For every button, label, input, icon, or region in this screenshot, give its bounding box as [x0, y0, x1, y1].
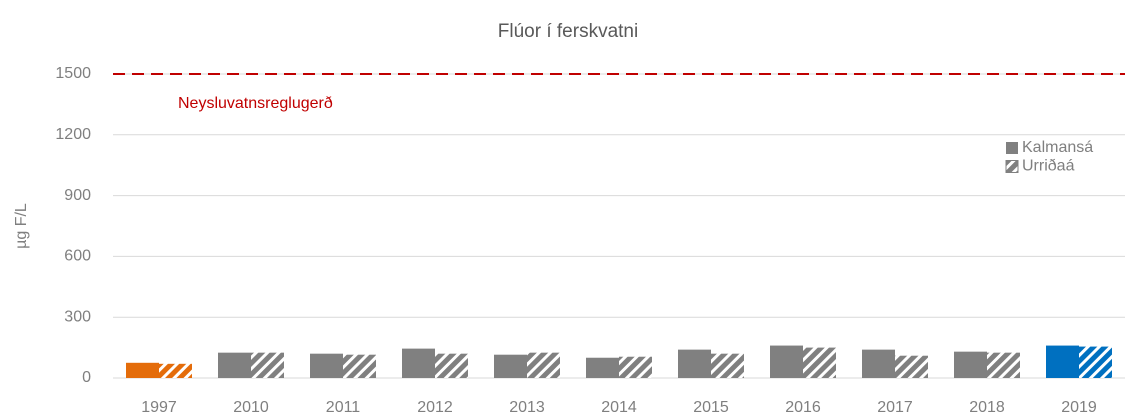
bar [770, 345, 803, 378]
y-tick-label: 0 [82, 369, 91, 386]
bar [586, 357, 619, 378]
bar [803, 347, 836, 378]
bar [987, 352, 1020, 378]
bar [343, 354, 376, 378]
chart-title: Flúor í ferskvatni [498, 21, 638, 42]
y-tick-label: 600 [64, 248, 91, 265]
bar [402, 348, 435, 378]
x-tick-label: 2019 [1061, 399, 1097, 416]
x-tick-label: 2018 [969, 399, 1005, 416]
bar [435, 353, 468, 378]
x-tick-label: 2011 [326, 399, 361, 416]
bar [527, 352, 560, 378]
bar [1079, 346, 1112, 378]
x-tick-label: 2012 [417, 399, 453, 416]
y-tick-label: 1200 [55, 126, 91, 143]
bar [251, 352, 284, 378]
bar [218, 352, 251, 378]
bar [1046, 345, 1079, 378]
bar [895, 355, 928, 378]
y-tick-label: 900 [64, 187, 91, 204]
legend-swatch [1005, 160, 1019, 173]
y-tick-label: 1500 [55, 65, 91, 82]
y-tick-label: 300 [64, 308, 91, 325]
reference-label: Neysluvatnsreglugerð [178, 95, 333, 112]
bar [954, 351, 987, 378]
x-tick-label: 2017 [877, 399, 913, 416]
bar [619, 356, 652, 378]
x-tick-label: 2010 [233, 399, 269, 416]
bar [678, 349, 711, 378]
y-axis-label: µg F/L [13, 203, 30, 249]
bar [159, 363, 192, 378]
bar [126, 362, 159, 378]
bar [711, 353, 744, 378]
bar [862, 349, 895, 378]
legend-swatch [1006, 142, 1018, 154]
bar [310, 353, 343, 378]
x-tick-label: 2014 [601, 399, 637, 416]
legend-label: Urriðaá [1022, 158, 1075, 175]
x-tick-label: 2015 [693, 399, 729, 416]
legend-label: Kalmansá [1022, 139, 1093, 156]
x-tick-label: 1997 [141, 399, 177, 416]
bar [494, 354, 527, 378]
x-tick-label: 2016 [785, 399, 821, 416]
x-tick-label: 2013 [509, 399, 545, 416]
